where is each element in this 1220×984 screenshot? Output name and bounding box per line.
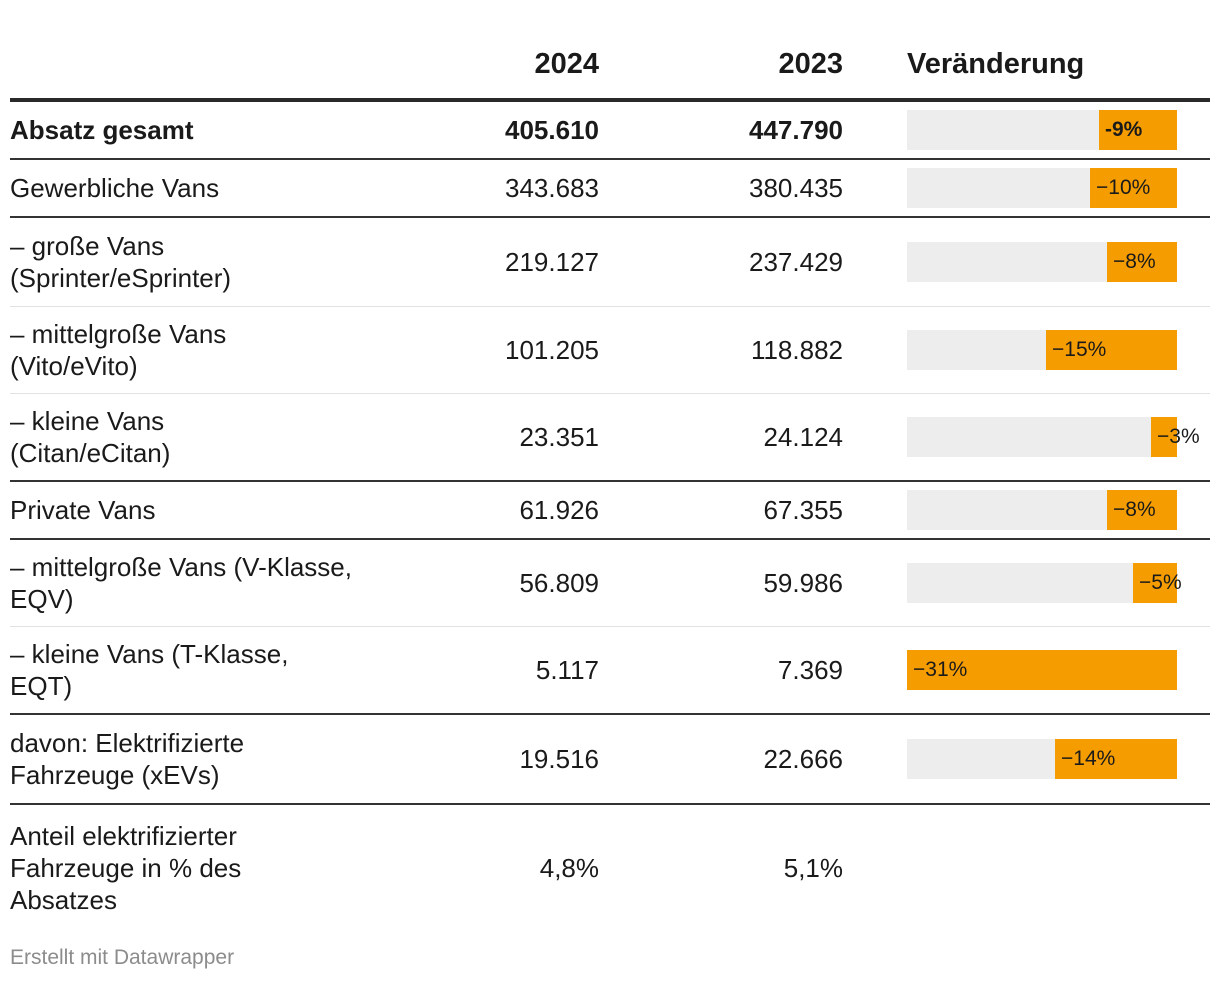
change-label: −14% [1061, 747, 1116, 770]
row-label: Gewerbliche Vans [10, 159, 355, 218]
header-change: Veränderung [843, 30, 1210, 102]
value-2024: 23.351 [355, 393, 599, 482]
change-bar [907, 650, 1177, 690]
change-bar-track: −5% [907, 563, 1182, 603]
change-label: −15% [1052, 338, 1107, 361]
value-2023: 380.435 [599, 159, 843, 218]
table-row: Absatz gesamt 405.610 447.790 -9% [10, 100, 1210, 160]
footer-credit: Erstellt mit Datawrapper [10, 946, 235, 969]
change-cell: −3% [843, 393, 1210, 482]
change-bar-track: −10% [907, 168, 1177, 208]
value-2023: 118.882 [599, 306, 843, 394]
change-bar-track: −8% [907, 242, 1177, 282]
change-bar [1046, 330, 1177, 370]
change-label: −31% [913, 658, 968, 681]
change-cell: -9% [843, 100, 1210, 160]
change-bar-track: −8% [907, 490, 1177, 530]
change-bar-track: -9% [907, 110, 1177, 150]
change-bar [1107, 490, 1177, 530]
change-cell [843, 804, 1210, 931]
table-row: davon: Elektrifizierte Fahrzeuge (xEVs) 19… [10, 714, 1210, 805]
value-2023: 24.124 [599, 393, 843, 482]
value-2024: 4,8% [539, 853, 599, 883]
value-2024: 343.683 [355, 159, 599, 218]
value-2024: 19.516 [355, 714, 599, 805]
value-2023: 22.666 [599, 714, 843, 805]
change-label: −8% [1113, 250, 1156, 273]
row-label: Private Vans [10, 481, 355, 540]
row-label: – große Vans (Sprinter/eSprinter) [10, 217, 355, 307]
table-row: – mittelgroße Vans (V-Klasse, EQV) 56.809… [10, 539, 1210, 627]
change-label: −10% [1096, 176, 1151, 199]
change-cell: −8% [843, 217, 1210, 307]
value-2023: 447.790 [599, 100, 843, 160]
change-bar [1133, 563, 1177, 603]
row-label: – mittelgroße Vans (Vito/eVito) [10, 306, 355, 394]
table-row: – kleine Vans (T-Klasse, EQT) 5.117 7.369 −3… [10, 626, 1210, 715]
change-cell: −14% [843, 714, 1210, 805]
value-2023: 7.369 [599, 626, 843, 715]
change-label: −5% [1139, 571, 1182, 594]
row-label: davon: Elektrifizierte Fahrzeuge (xEVs) [10, 714, 355, 805]
header-2023: 2023 [599, 30, 843, 102]
table-row: Anteil elektrifizierter Fahrzeuge in % de… [10, 804, 1210, 931]
value-2023: 237.429 [599, 217, 843, 307]
value-2024: 219.127 [355, 217, 599, 307]
value-2024: 5.117 [355, 626, 599, 715]
change-bar-track: −15% [907, 330, 1177, 370]
header-row: 2024 2023 Veränderung [10, 30, 1210, 102]
header-2024: 2024 [355, 30, 599, 102]
change-bar [1099, 110, 1177, 150]
value-2023: 67.355 [599, 481, 843, 540]
change-bar-track: −31% [907, 650, 1177, 690]
change-label: -9% [1105, 118, 1143, 141]
change-label: −3% [1157, 425, 1200, 448]
row-label: – kleine Vans (Citan/eCitan) [10, 393, 355, 482]
change-bar-track: −14% [907, 739, 1177, 779]
row-label: Anteil elektrifizierter Fahrzeuge in % de… [10, 821, 242, 915]
change-bar [1055, 739, 1177, 779]
change-cell: −15% [843, 306, 1210, 394]
table-row: – mittelgroße Vans (Vito/eVito) 101.205 118… [10, 306, 1210, 394]
table-row: Gewerbliche Vans 343.683 380.435 −10% [10, 159, 1210, 218]
change-cell: −5% [843, 539, 1210, 627]
value-2023: 5,1% [783, 853, 843, 883]
table-row: – kleine Vans (Citan/eCitan) 23.351 24.124 −… [10, 393, 1210, 482]
change-bar-track: −3% [907, 417, 1200, 457]
header-label [10, 30, 355, 102]
row-label: – kleine Vans (T-Klasse, EQT) [10, 626, 355, 715]
value-2024: 56.809 [355, 539, 599, 627]
change-cell: −31% [843, 626, 1210, 715]
change-bar [1090, 168, 1177, 208]
change-bar [1107, 242, 1177, 282]
row-label: Absatz gesamt [10, 100, 355, 160]
change-cell: −10% [843, 159, 1210, 218]
row-label: – mittelgroße Vans (V-Klasse, EQV) [10, 539, 355, 627]
table-row: Private Vans 61.926 67.355 −8% [10, 481, 1210, 540]
table-row: – große Vans (Sprinter/eSprinter) 219.127 2… [10, 217, 1210, 307]
change-cell: −8% [843, 481, 1210, 540]
value-2023: 59.986 [599, 539, 843, 627]
value-2024: 405.610 [355, 100, 599, 160]
value-2024: 61.926 [355, 481, 599, 540]
change-bar [1151, 417, 1177, 457]
change-label: −8% [1113, 498, 1156, 521]
data-table: 2024 2023 Veränderung Absatz gesamt 405.6… [10, 30, 1210, 931]
value-2024: 101.205 [355, 306, 599, 394]
